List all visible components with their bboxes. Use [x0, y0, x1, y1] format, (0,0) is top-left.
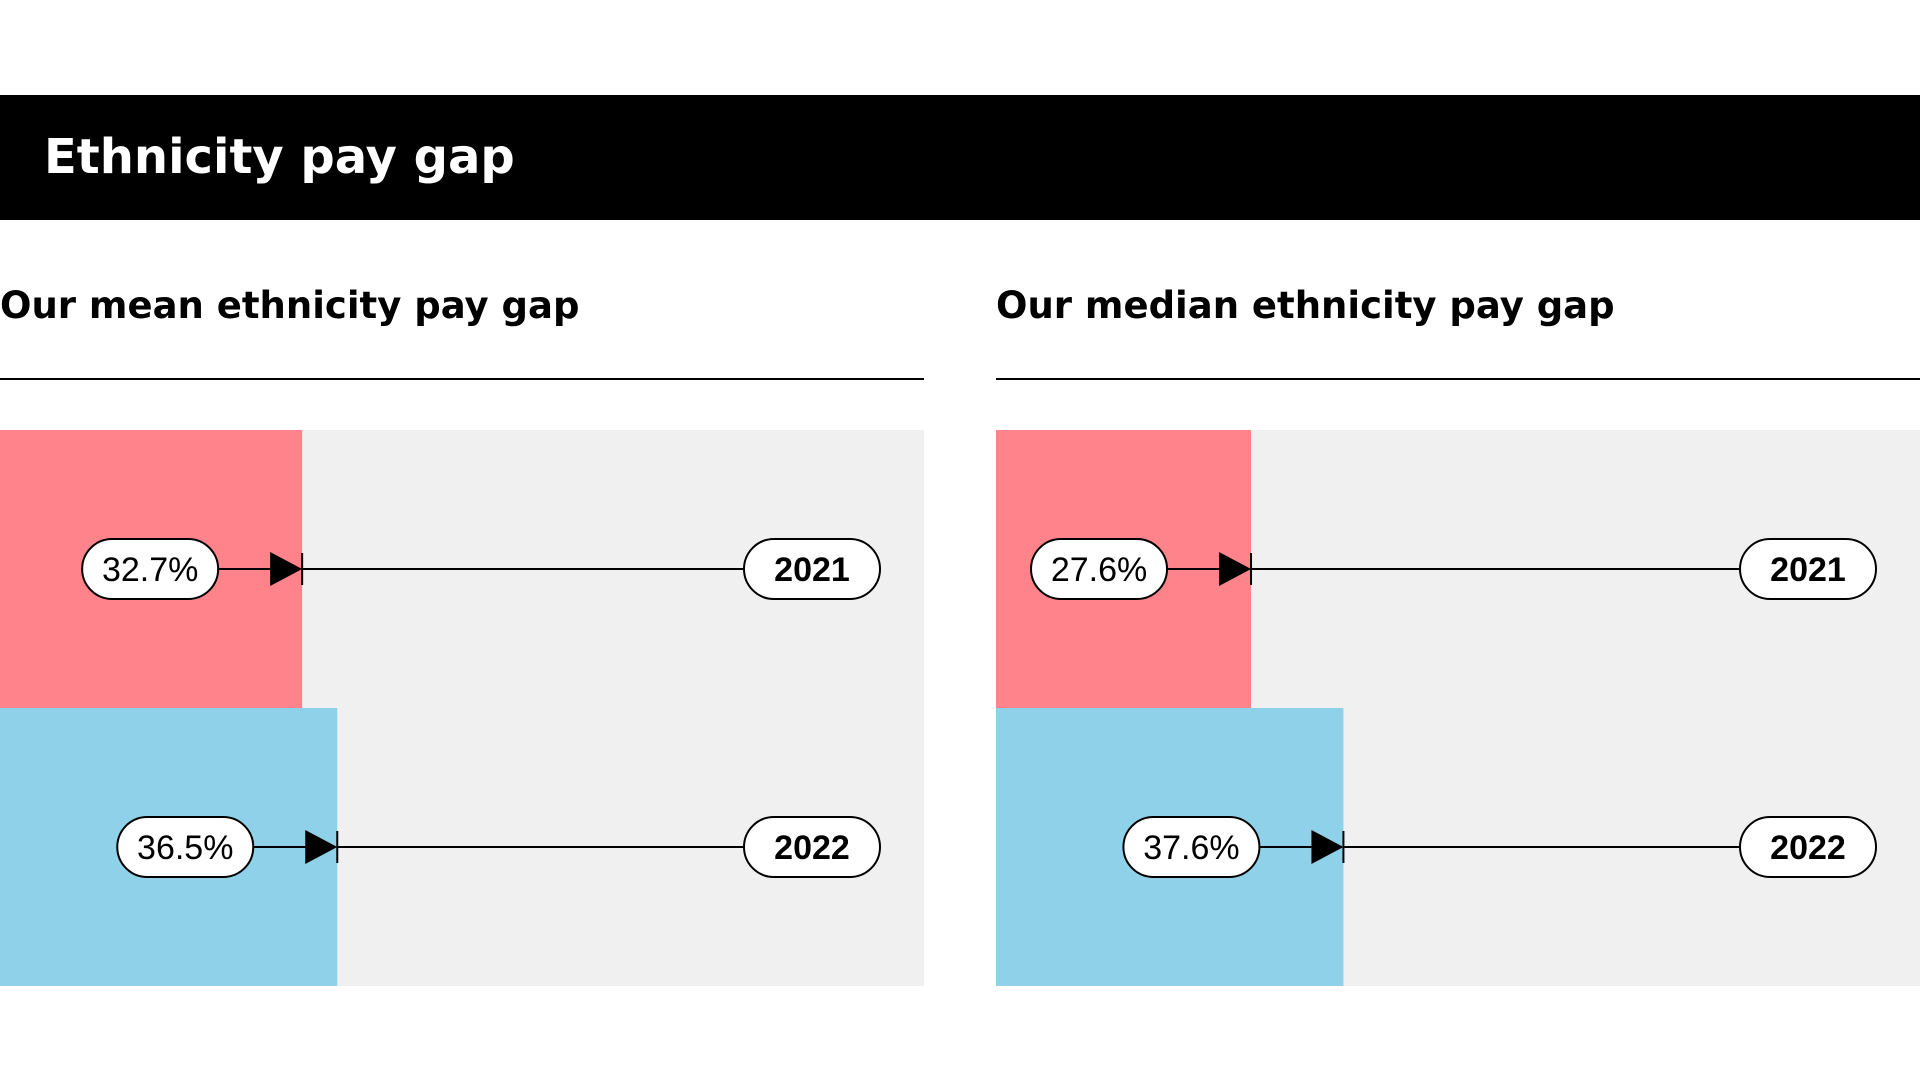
value-pill [81, 538, 220, 600]
data-label: 36.5% [137, 829, 233, 867]
data-label: 37.6% [1143, 829, 1239, 867]
chart-title: Our mean ethnicity pay gap [0, 284, 580, 327]
category-label: 2021 [1770, 551, 1846, 589]
category-label: 2021 [774, 551, 850, 589]
arrow-marker [1219, 552, 1252, 586]
divider [996, 378, 1920, 380]
median-pay-gap-chart: 27.6% 2021 37.6% 2022 [996, 430, 1920, 986]
value-pill [1030, 538, 1169, 600]
median-pay-gap-panel: Our median ethnicity pay gap 27.6% 2021 37… [996, 270, 1920, 986]
chart-title: Our median ethnicity pay gap [996, 284, 1615, 327]
mean-pay-gap-chart: 32.7% 2021 36.5% 2022 [0, 430, 924, 986]
data-label: 32.7% [102, 551, 198, 589]
category-label: 2022 [1770, 829, 1846, 867]
value-pill [1122, 816, 1261, 878]
year-pill [743, 538, 881, 600]
year-pill [1739, 538, 1877, 600]
mean-pay-gap-panel: Our mean ethnicity pay gap 32.7% 2021 36.5… [0, 270, 924, 986]
year-pill [1739, 816, 1877, 878]
arrow-marker [270, 552, 303, 586]
header-banner: Ethnicity pay gap [0, 95, 1920, 220]
year-pill [743, 816, 881, 878]
page-title: Ethnicity pay gap [44, 129, 515, 185]
arrow-marker [1311, 830, 1344, 864]
value-pill [116, 816, 255, 878]
data-label: 27.6% [1051, 551, 1147, 589]
arrow-marker [305, 830, 338, 864]
divider [0, 378, 924, 380]
category-label: 2022 [774, 829, 850, 867]
